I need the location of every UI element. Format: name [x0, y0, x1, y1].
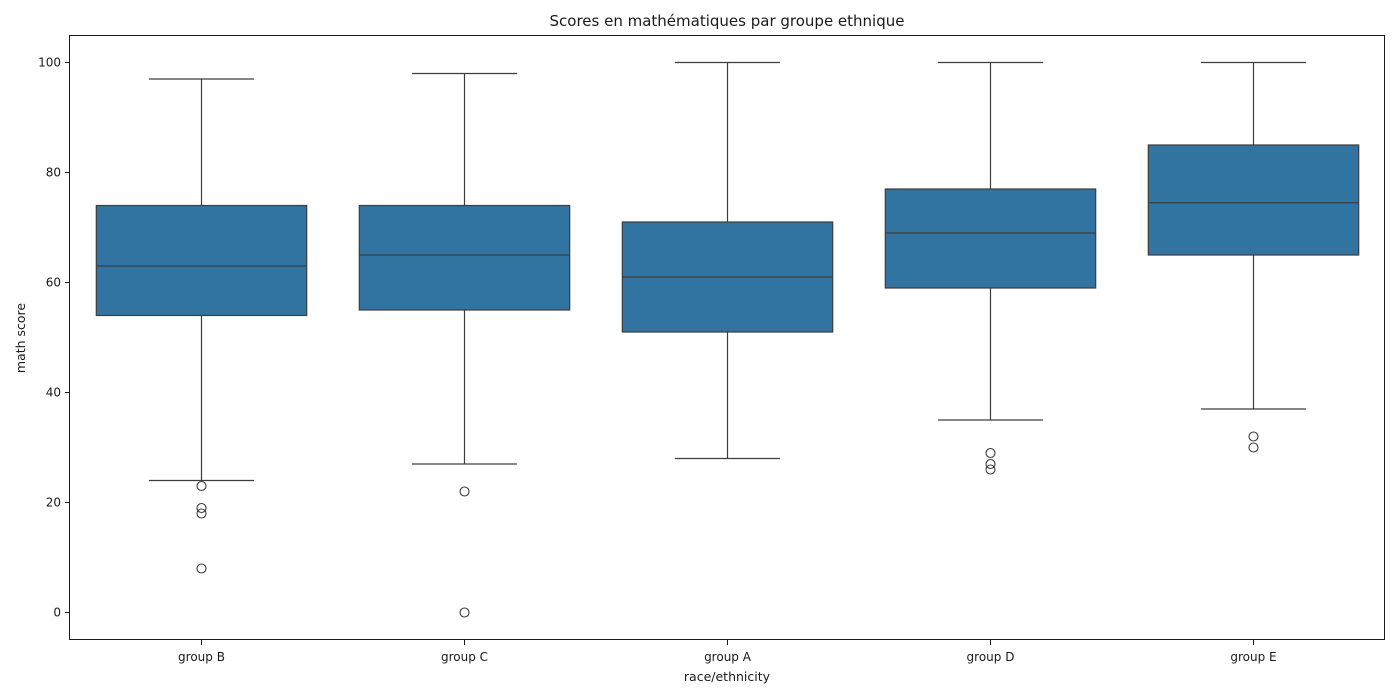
outlier-group-d-1: [985, 458, 996, 470]
iqr-box-group-b: [95, 204, 308, 317]
iqr-box-group-d: [884, 188, 1097, 289]
outlier-group-d-2: [985, 464, 996, 475]
outlier-group-c-1: [459, 607, 470, 618]
x-tick-label-group-c: group C: [441, 650, 488, 664]
outlier-group-e-0: [1248, 431, 1259, 442]
x-axis-label: race/ethnicity: [684, 669, 771, 684]
x-tick-label-group-a: group A: [704, 650, 752, 664]
outlier-group-b-2: [196, 508, 207, 519]
y-tick-label-80: 80: [46, 166, 61, 180]
y-axis: 0 20 40 60 80 100: [38, 56, 70, 620]
iqr-box-group-c: [358, 204, 571, 311]
box-group-d: [884, 61, 1097, 475]
x-tick-label-group-e: group E: [1230, 650, 1276, 664]
outlier-group-b-0: [196, 480, 207, 492]
y-tick-label-60: 60: [46, 276, 61, 290]
outlier-group-c-0: [459, 486, 470, 497]
iqr-box-group-e: [1147, 144, 1360, 256]
chart-title: Scores en mathématiques par groupe ethni…: [550, 12, 905, 30]
box-group-e: [1147, 61, 1360, 453]
x-tick-label-group-b: group B: [178, 650, 225, 664]
y-tick-label-0: 0: [53, 606, 61, 620]
box-group-a: [621, 61, 834, 460]
outlier-group-b-3: [196, 563, 207, 574]
y-tick-label-40: 40: [46, 386, 61, 400]
y-tick-label-20: 20: [46, 496, 61, 510]
x-axis: group B group C group A group D group E: [178, 640, 1277, 664]
box-group-c: [358, 72, 571, 618]
y-axis-label: math score: [13, 303, 28, 374]
y-tick-label-100: 100: [38, 56, 61, 70]
x-tick-label-group-d: group D: [967, 650, 1015, 664]
outlier-group-b-1: [196, 502, 207, 514]
outlier-group-e-1: [1248, 442, 1259, 453]
plot-area: [95, 61, 1360, 618]
outlier-group-d-0: [985, 447, 996, 459]
box-group-b: [95, 78, 308, 574]
plot-frame: [69, 35, 1385, 640]
